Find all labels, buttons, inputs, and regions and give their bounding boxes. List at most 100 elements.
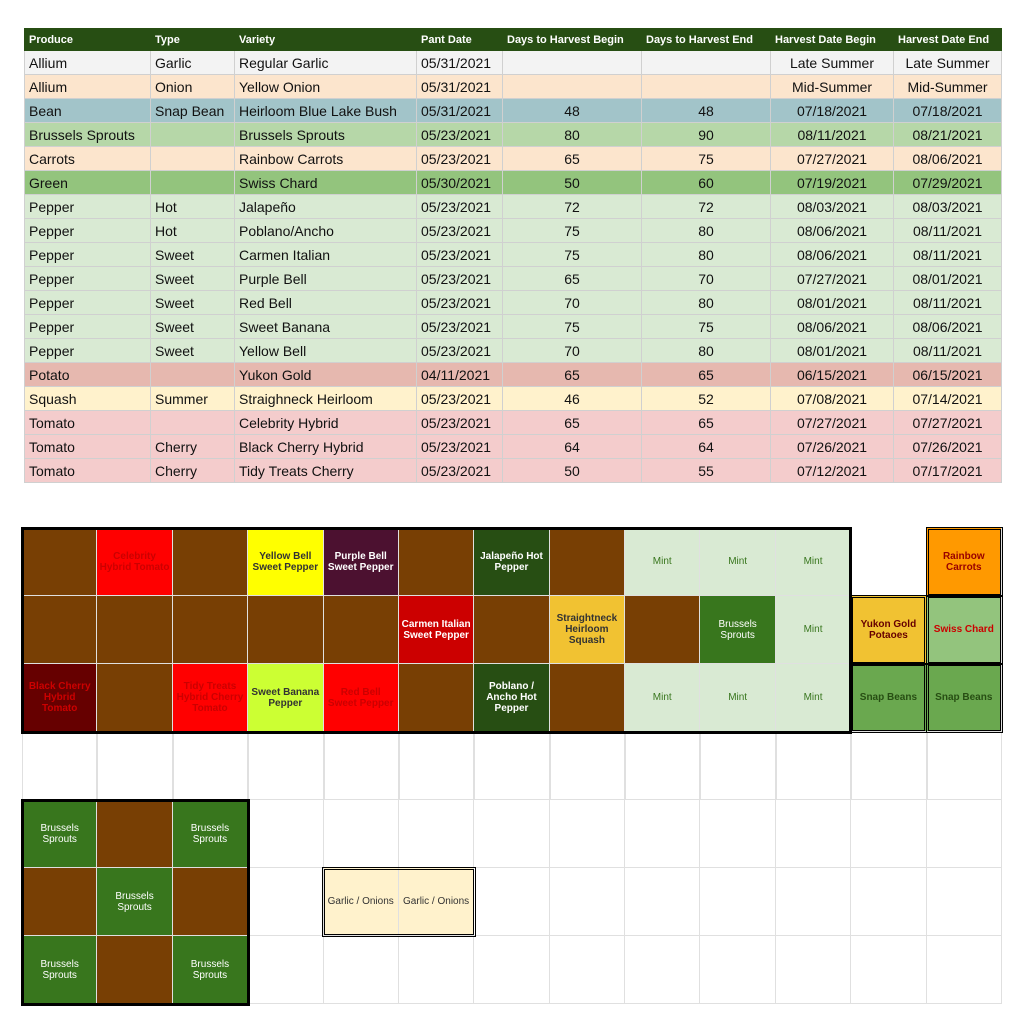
table-cell: Garlic bbox=[150, 50, 235, 75]
table-row: Pepper Sweet Sweet Banana 05/23/2021 75 75 08/… bbox=[24, 314, 1002, 339]
grid-cell bbox=[549, 664, 626, 732]
table-cell: 75 bbox=[641, 314, 771, 339]
table-cell: Swiss Chard bbox=[234, 170, 417, 195]
table-cell: Pepper bbox=[24, 266, 151, 291]
table-cell: 08/01/2021 bbox=[770, 290, 894, 315]
plant-cell: Swiss Chard bbox=[926, 596, 1002, 664]
table-cell: Red Bell bbox=[234, 290, 417, 315]
plant-cell: Garlic / Onions bbox=[323, 868, 399, 936]
plant-cell: Purple Bell Sweet Pepper bbox=[323, 528, 399, 596]
table-cell: 06/15/2021 bbox=[770, 362, 894, 387]
grid-cell bbox=[700, 732, 776, 800]
table-cell: Pepper bbox=[24, 290, 151, 315]
table-row: Pepper Sweet Purple Bell 05/23/2021 65 70 07/2… bbox=[24, 266, 1002, 291]
table-cell: 80 bbox=[641, 290, 771, 315]
table-cell: Sweet bbox=[150, 338, 235, 363]
table-cell: 08/11/2021 bbox=[893, 218, 1002, 243]
table-row: Pepper Hot Poblano/Ancho 05/23/2021 75 80 08/0… bbox=[24, 218, 1002, 243]
grid-cell bbox=[248, 596, 324, 664]
grid-cell bbox=[97, 800, 173, 868]
table-cell: 07/19/2021 bbox=[770, 170, 894, 195]
table-cell: 46 bbox=[502, 386, 642, 411]
plant-cell: Sweet Banana Pepper bbox=[248, 664, 324, 732]
table-cell bbox=[641, 74, 771, 99]
grid-cell bbox=[775, 936, 852, 1004]
table-row: Carrots Rainbow Carrots 05/23/2021 65 75 07/2… bbox=[24, 146, 1002, 171]
table-cell: Sweet bbox=[150, 314, 235, 339]
plant-cell: Mint bbox=[775, 596, 852, 664]
table-cell: 05/23/2021 bbox=[416, 338, 503, 363]
table-cell: 05/23/2021 bbox=[416, 266, 503, 291]
plant-cell: Jalapeño Hot Pepper bbox=[474, 528, 550, 596]
table-row: Tomato Celebrity Hybrid 05/23/2021 65 65 07/2… bbox=[24, 410, 1002, 435]
table-cell: Sweet bbox=[150, 266, 235, 291]
table-cell: 65 bbox=[502, 362, 642, 387]
plant-cell: Celebrity Hybrid Tomato bbox=[97, 528, 173, 596]
grid-cell bbox=[398, 800, 475, 868]
plant-cell: Mint bbox=[775, 664, 852, 732]
table-cell: 80 bbox=[502, 122, 642, 147]
table-cell: 05/23/2021 bbox=[416, 434, 503, 459]
table-cell: 70 bbox=[502, 290, 642, 315]
table-cell: Tomato bbox=[24, 410, 151, 435]
table-cell: 07/27/2021 bbox=[770, 410, 894, 435]
table-cell: Cherry bbox=[150, 458, 235, 483]
grid-cell bbox=[398, 664, 475, 732]
table-cell: Carmen Italian bbox=[234, 242, 417, 267]
table-cell: Pepper bbox=[24, 194, 151, 219]
table-cell: 64 bbox=[641, 434, 771, 459]
plant-cell: Brussels Sprouts bbox=[172, 936, 249, 1004]
plant-cell: Mint bbox=[700, 528, 776, 596]
table-row: Pepper Hot Jalapeño 05/23/2021 72 72 08/03/202… bbox=[24, 194, 1002, 219]
table-cell: Bean bbox=[24, 98, 151, 123]
table-cell: 06/15/2021 bbox=[893, 362, 1002, 387]
plant-cell: Snap Beans bbox=[926, 664, 1002, 732]
plant-cell: Brussels Sprouts bbox=[172, 800, 249, 868]
table-cell: 65 bbox=[641, 410, 771, 435]
table-cell: 07/27/2021 bbox=[770, 266, 894, 291]
table-cell: Sweet bbox=[150, 290, 235, 315]
table-cell: 07/18/2021 bbox=[770, 98, 894, 123]
table-cell: Squash bbox=[24, 386, 151, 411]
grid-cell bbox=[172, 868, 249, 936]
grid-cell bbox=[775, 732, 852, 800]
grid-cell bbox=[549, 800, 626, 868]
header-row: Produce Type Variety Pant Date Days to Harve… bbox=[24, 28, 1002, 51]
table-cell: 72 bbox=[502, 194, 642, 219]
plant-cell: Red Bell Sweet Pepper bbox=[323, 664, 399, 732]
header-cell: Type bbox=[150, 28, 235, 51]
table-cell: 05/23/2021 bbox=[416, 146, 503, 171]
table-cell: 08/01/2021 bbox=[893, 266, 1002, 291]
table-cell: 07/26/2021 bbox=[893, 434, 1002, 459]
grid-cell bbox=[775, 800, 852, 868]
table-cell: 07/26/2021 bbox=[770, 434, 894, 459]
table-row: Pepper Sweet Carmen Italian 05/23/2021 75 80 0… bbox=[24, 242, 1002, 267]
table-cell: 05/23/2021 bbox=[416, 122, 503, 147]
table-cell: 08/11/2021 bbox=[893, 338, 1002, 363]
table-cell: Allium bbox=[24, 50, 151, 75]
grid-cell bbox=[474, 936, 550, 1004]
plant-cell: Brussels Sprouts bbox=[97, 868, 173, 936]
table-cell: 05/31/2021 bbox=[416, 50, 503, 75]
table-cell: Purple Bell bbox=[234, 266, 417, 291]
table-cell: Sweet Banana bbox=[234, 314, 417, 339]
table-cell: Yukon Gold bbox=[234, 362, 417, 387]
header-cell: Produce bbox=[24, 28, 151, 51]
table-cell: 65 bbox=[502, 146, 642, 171]
table-cell: 50 bbox=[502, 170, 642, 195]
table-cell: Brussels Sprouts bbox=[234, 122, 417, 147]
table-cell: 04/11/2021 bbox=[416, 362, 503, 387]
grid-cell bbox=[851, 528, 927, 596]
table-cell: Heirloom Blue Lake Bush bbox=[234, 98, 417, 123]
table-cell bbox=[150, 146, 235, 171]
table-cell: 90 bbox=[641, 122, 771, 147]
table-row: Potato Yukon Gold 04/11/2021 65 65 06/15/2021… bbox=[24, 362, 1002, 387]
table-row: Tomato Cherry Black Cherry Hybrid 05/23/202… bbox=[24, 434, 1002, 459]
table-cell: 05/31/2021 bbox=[416, 74, 503, 99]
table-cell: 08/06/2021 bbox=[893, 314, 1002, 339]
plant-cell: Brussels Sprouts bbox=[22, 936, 98, 1004]
grid-cell bbox=[323, 732, 399, 800]
table-cell: 07/29/2021 bbox=[893, 170, 1002, 195]
grid-cell bbox=[926, 936, 1002, 1004]
header-cell: Harvest Date Begin bbox=[770, 28, 894, 51]
